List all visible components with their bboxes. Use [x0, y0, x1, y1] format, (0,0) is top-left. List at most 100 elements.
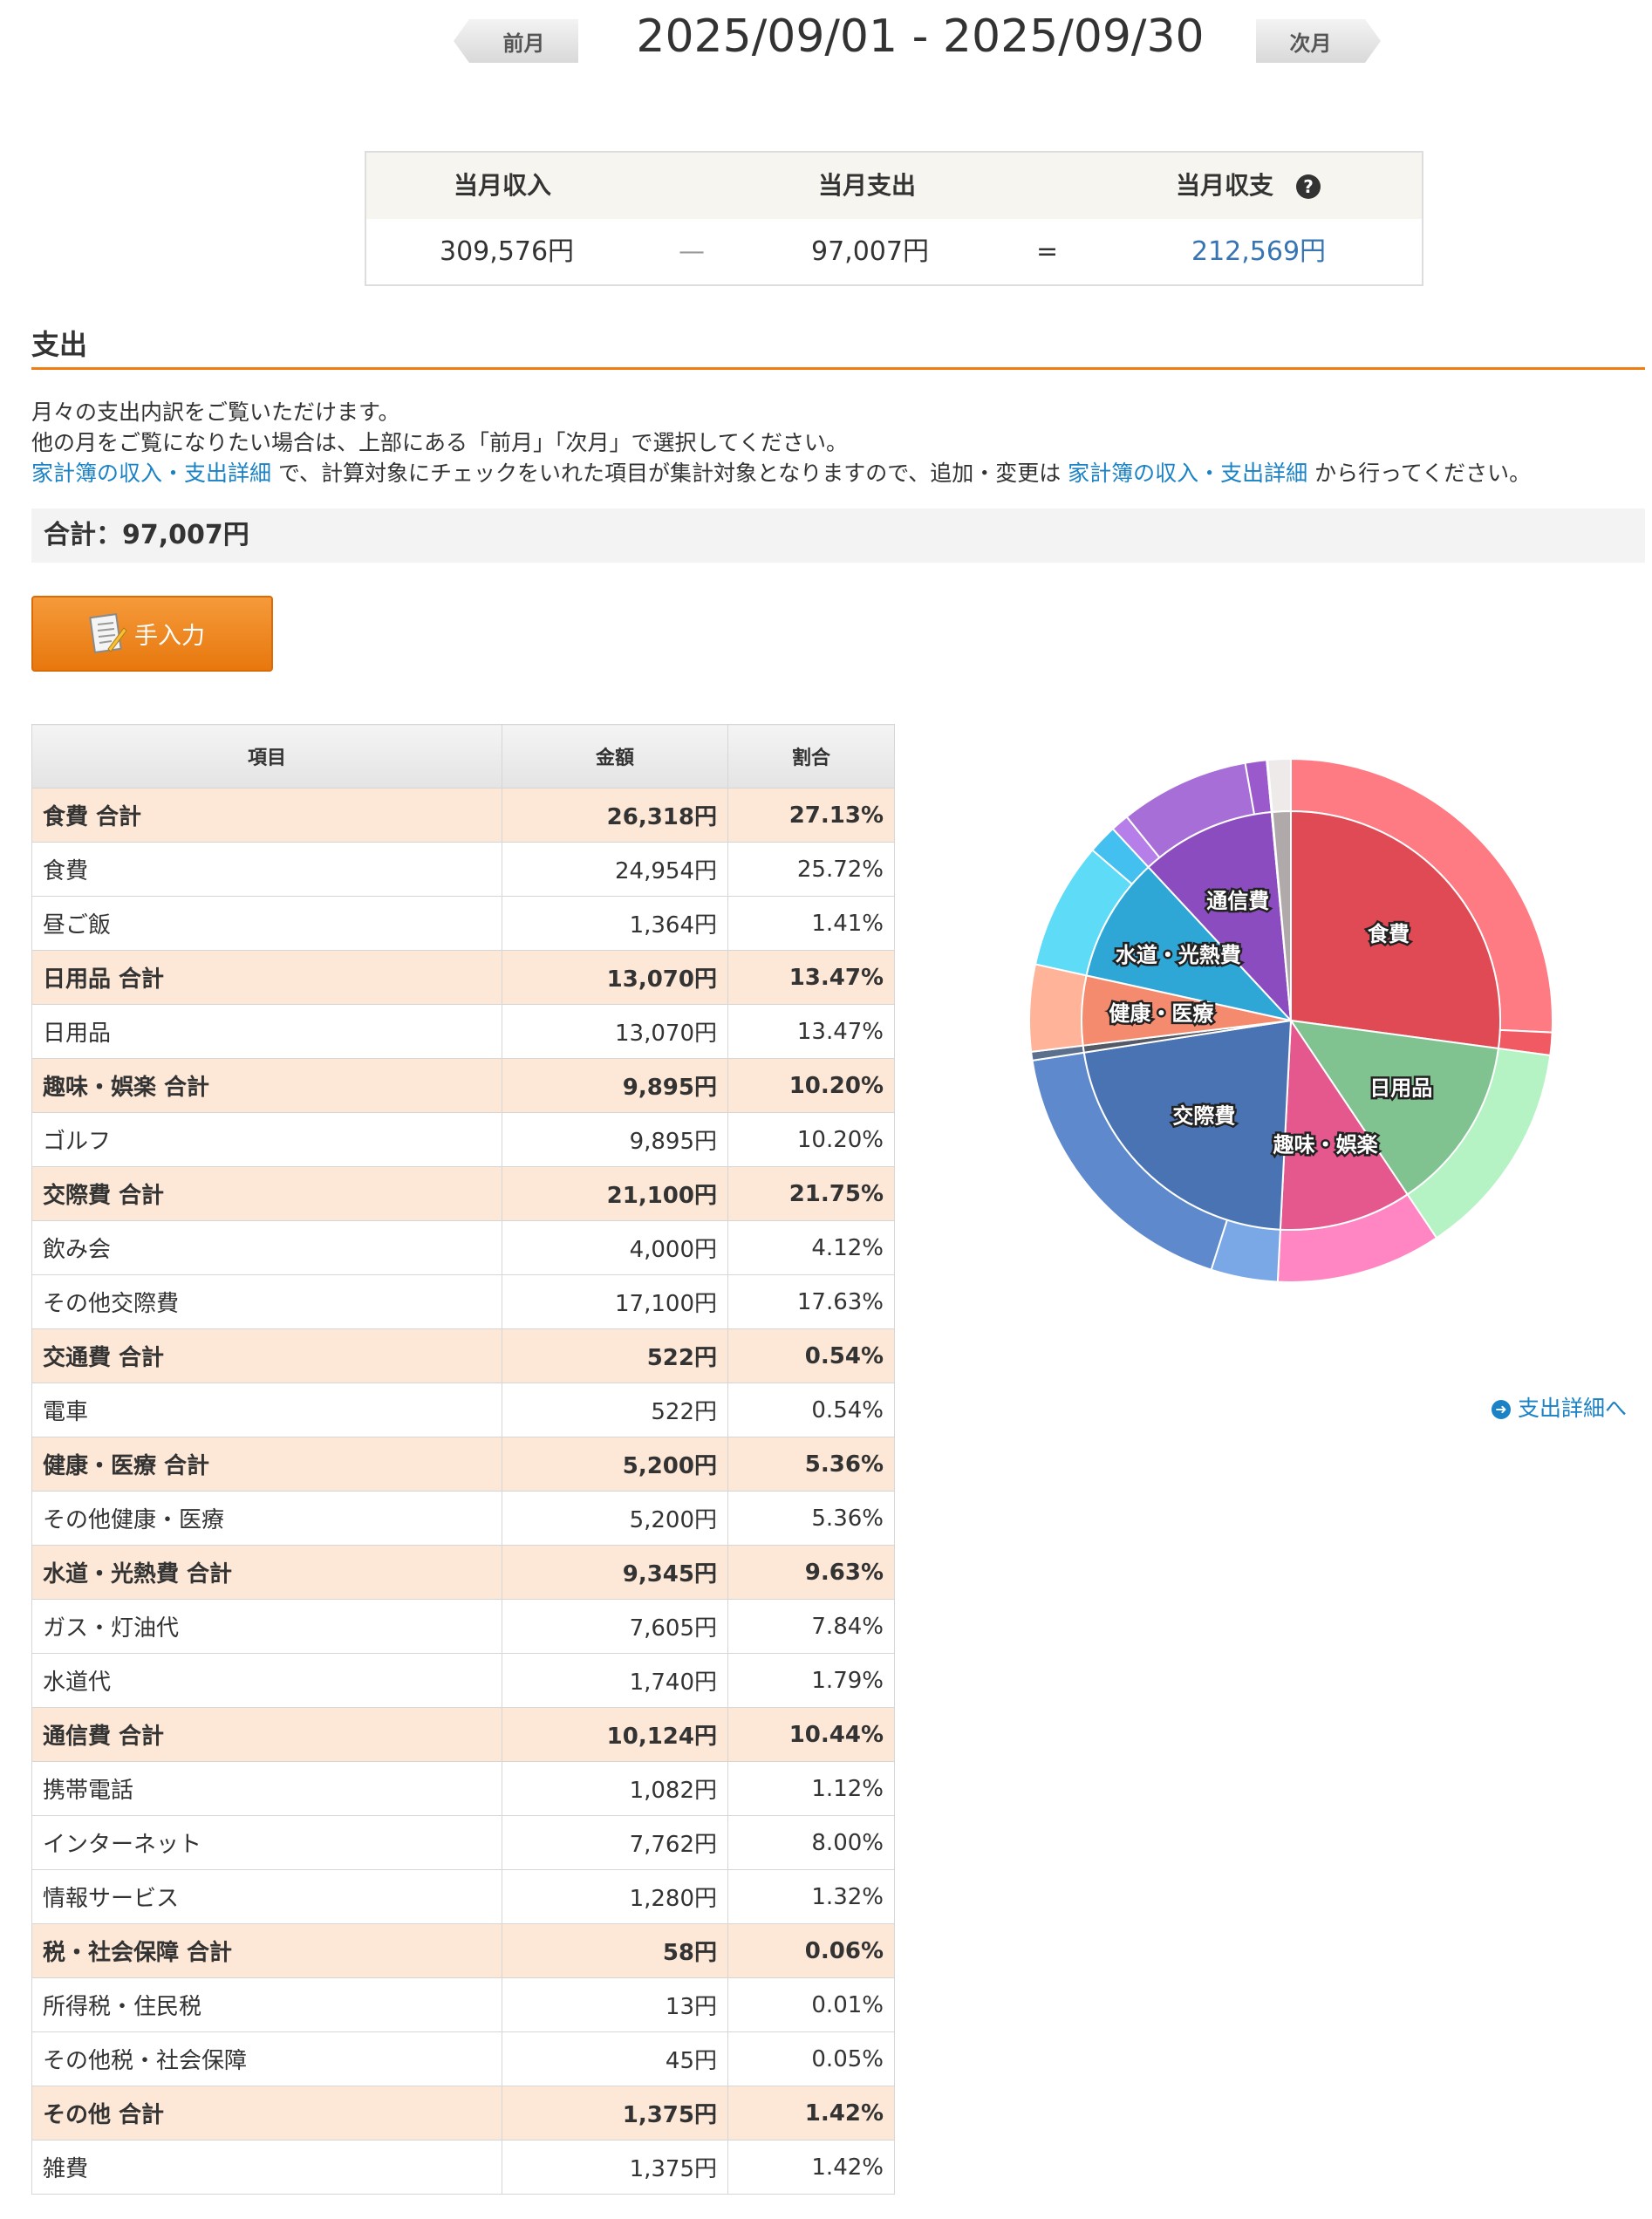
item-name-cell: その他健康・医療 — [31, 1491, 502, 1546]
amount-cell: 58円 — [502, 1923, 728, 1978]
manual-entry-button[interactable]: 手入力 — [31, 596, 273, 672]
item-name-cell: 携帯電話 — [31, 1761, 502, 1816]
amount-cell: 1,280円 — [502, 1869, 728, 1924]
expense-detail-link[interactable]: ➜ 支出詳細へ — [1492, 1391, 1627, 1423]
category-total-row: 健康・医療 合計 5,200円 5.36% — [31, 1437, 895, 1492]
amount-cell: 1,740円 — [502, 1653, 728, 1708]
percent-cell: 25.72% — [727, 842, 895, 897]
item-name-cell: ガス・灯油代 — [31, 1599, 502, 1654]
table-row: 雑費 1,375円 1.42% — [31, 2140, 895, 2195]
minus-sign: — — [679, 236, 705, 267]
date-range-title: 2025/09/01 - 2025/09/30 — [636, 10, 1205, 63]
slice-label-7: 通信費 — [1206, 889, 1269, 913]
amount-cell: 26,318円 — [502, 788, 728, 843]
amount-cell: 1,375円 — [502, 2086, 728, 2140]
expense-detail-link-label: 支出詳細へ — [1518, 1396, 1628, 1421]
amount-cell: 9,895円 — [502, 1112, 728, 1167]
percent-cell: 10.44% — [727, 1707, 895, 1762]
percent-cell: 1.42% — [727, 2140, 895, 2195]
inner-slice-6[interactable] — [1085, 865, 1294, 1022]
amount-cell: 522円 — [502, 1383, 728, 1437]
table-row: 食費 24,954円 25.72% — [31, 842, 895, 897]
outer-slice-15[interactable] — [1266, 757, 1292, 814]
percent-cell: 1.12% — [727, 1761, 895, 1816]
expense-table: 項目 金額 割合 食費 合計 26,318円 27.13% 食費 24,954円 25.7… — [31, 724, 895, 2195]
item-name-cell: 食費 合計 — [31, 788, 502, 843]
amount-cell: 7,762円 — [502, 1815, 728, 1870]
description-line-3: 家計簿の収入・支出詳細 で、計算対象にチェックをいれた項目が集計対象となりますの… — [31, 458, 1531, 489]
percent-cell: 8.00% — [727, 1815, 895, 1870]
monthly-summary: 当月収入 当月支出 当月収支? 309,576円 — 97,007円 = 212… — [365, 151, 1423, 286]
amount-cell: 10,124円 — [502, 1707, 728, 1762]
equals-sign: = — [1036, 236, 1059, 267]
income-label: 当月収入 — [454, 171, 552, 200]
percent-cell: 7.84% — [727, 1599, 895, 1654]
percent-cell: 4.12% — [727, 1220, 895, 1275]
manual-entry-label: 手入力 — [134, 623, 205, 650]
amount-cell: 522円 — [502, 1328, 728, 1383]
table-row: 昼ご飯 1,364円 1.41% — [31, 896, 895, 951]
amount-cell: 13,070円 — [502, 1004, 728, 1059]
percent-cell: 10.20% — [727, 1058, 895, 1113]
category-total-row: 水道・光熱費 合計 9,345円 9.63% — [31, 1545, 895, 1600]
table-row: ゴルフ 9,895円 10.20% — [31, 1112, 895, 1167]
summary-values-row: 309,576円 — 97,007円 = 212,569円 — [366, 219, 1422, 284]
item-name-cell: 水道・光熱費 合計 — [31, 1545, 502, 1600]
outer-slice-7[interactable] — [1028, 963, 1088, 1053]
category-total-row: 税・社会保障 合計 58円 0.06% — [31, 1923, 895, 1978]
item-name-cell: 情報サービス — [31, 1869, 502, 1924]
section-title: 支出 — [31, 328, 88, 361]
help-icon[interactable]: ? — [1296, 174, 1321, 199]
inner-slice-7[interactable] — [1147, 810, 1293, 1023]
income-value: 309,576円 — [440, 236, 575, 267]
table-row: 水道代 1,740円 1.79% — [31, 1653, 895, 1708]
summary-header-row: 当月収入 当月支出 当月収支? — [366, 153, 1422, 219]
item-name-cell: その他 合計 — [31, 2086, 502, 2140]
amount-cell: 1,375円 — [502, 2140, 728, 2195]
description-middle-text: で、計算対象にチェックをいれた項目が集計対象となりますので、追加・変更は — [271, 461, 1068, 486]
percent-cell: 10.20% — [727, 1112, 895, 1167]
amount-cell: 21,100円 — [502, 1166, 728, 1221]
amount-cell: 1,364円 — [502, 896, 728, 951]
item-name-cell: 昼ご飯 — [31, 896, 502, 951]
item-name-cell: 交際費 合計 — [31, 1166, 502, 1221]
amount-cell: 1,082円 — [502, 1761, 728, 1816]
item-name-cell: 所得税・住民税 — [31, 1977, 502, 2032]
column-header-item: 項目 — [31, 724, 502, 789]
table-row: その他税・社会保障 45円 0.05% — [31, 2031, 895, 2086]
amount-cell: 5,200円 — [502, 1491, 728, 1546]
percent-cell: 13.47% — [727, 1004, 895, 1059]
category-total-row: 交通費 合計 522円 0.54% — [31, 1328, 895, 1383]
notepad-icon — [89, 612, 127, 656]
percent-cell: 17.63% — [727, 1274, 895, 1329]
item-name-cell: 健康・医療 合計 — [31, 1437, 502, 1492]
income-expense-detail-link[interactable]: 家計簿の収入・支出詳細 — [31, 461, 272, 486]
item-name-cell: その他税・社会保障 — [31, 2031, 502, 2086]
inner-slice-9[interactable] — [1271, 809, 1292, 1021]
item-name-cell: 日用品 合計 — [31, 950, 502, 1005]
item-name-cell: その他交際費 — [31, 1274, 502, 1329]
balance-label: 当月収支? — [1176, 153, 1321, 219]
table-row: その他交際費 17,100円 17.63% — [31, 1274, 895, 1329]
balance-label-text: 当月収支 — [1176, 171, 1274, 200]
slice-label-3: 交際費 — [1172, 1104, 1235, 1129]
table-row: 所得税・住民税 13円 0.01% — [31, 1977, 895, 2032]
item-name-cell: 趣味・娯楽 合計 — [31, 1058, 502, 1113]
category-total-row: 食費 合計 26,318円 27.13% — [31, 788, 895, 843]
prev-month-button[interactable]: 前月 — [454, 19, 578, 63]
inner-slice-0[interactable] — [1290, 809, 1501, 1050]
table-row: ガス・灯油代 7,605円 7.84% — [31, 1599, 895, 1654]
inner-slice-1[interactable] — [1288, 1019, 1499, 1196]
next-month-button[interactable]: 次月 — [1256, 19, 1381, 63]
inner-slice-2[interactable] — [1279, 1017, 1409, 1231]
percent-cell: 1.32% — [727, 1869, 895, 1924]
amount-cell: 13,070円 — [502, 950, 728, 1005]
percent-cell: 9.63% — [727, 1545, 895, 1600]
amount-cell: 13円 — [502, 1977, 728, 2032]
percent-cell: 0.01% — [727, 1977, 895, 2032]
inner-slice-3[interactable] — [1082, 1019, 1293, 1231]
percent-cell: 5.36% — [727, 1437, 895, 1492]
table-row: 情報サービス 1,280円 1.32% — [31, 1869, 895, 1924]
income-expense-detail-link-2[interactable]: 家計簿の収入・支出詳細 — [1068, 461, 1308, 486]
